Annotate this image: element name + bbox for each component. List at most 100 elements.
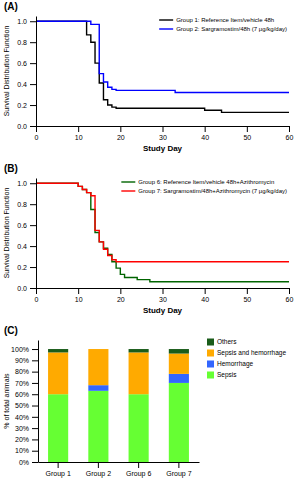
tick-label: 80% [15, 368, 29, 375]
legend-label: Group 1: Reference Item/vehicle 48h [176, 17, 274, 23]
tick-label: 90% [15, 357, 29, 364]
x-axis: 0102030405060 [35, 126, 294, 141]
bar-segment [169, 349, 189, 354]
legend-swatch [207, 372, 214, 379]
tick: 0.2 [17, 264, 36, 271]
tick-label: 0.8 [17, 39, 27, 46]
tick: 0.8 [17, 39, 36, 46]
tick-label: Group 7 [166, 470, 191, 478]
tick-label: 0.0 [17, 285, 27, 292]
tick-label: 0.2 [17, 102, 27, 109]
tick: 1.0 [17, 18, 36, 25]
tick-label: 40 [201, 134, 209, 141]
tick-label: 1.0 [17, 180, 27, 187]
survival-line [36, 21, 289, 92]
tick: 40 [201, 288, 209, 303]
tick-mark [178, 462, 179, 468]
tick-label: 0.4 [17, 243, 27, 250]
tick-label: 70% [15, 380, 29, 387]
tick-mark [32, 439, 38, 440]
tick-mark [30, 105, 36, 106]
tick-label: 20 [117, 134, 125, 141]
legend-item: Group 1: Reference Item/vehicle 48h [159, 17, 274, 23]
tick: 60% [15, 391, 38, 398]
tick-label: 50 [243, 134, 251, 141]
tick-mark [36, 288, 37, 294]
tick-mark [30, 267, 36, 268]
tick-label: 1.0 [17, 18, 27, 25]
tick-label: Group 2 [86, 470, 111, 478]
legend-label: Sepsis [217, 371, 237, 379]
panel: 01020304050600.00.20.40.60.81.0Study Day… [3, 1, 293, 153]
tick-mark [138, 462, 139, 468]
legend-item: Others [207, 338, 237, 345]
tick: 30 [159, 126, 167, 141]
tick-label: 0.4 [17, 81, 27, 88]
legend: Group 1: Reference Item/vehicle 48hGroup… [159, 17, 287, 32]
survival-line [36, 183, 289, 262]
legend-label: Group 6: Reference Item/vehicle 48h+Azit… [138, 179, 274, 185]
tick-mark [78, 126, 79, 132]
tick-label: 30% [15, 425, 29, 432]
legend-item: Hemorrhage [207, 360, 254, 368]
y-axis-line [36, 179, 37, 289]
tick: 0.4 [17, 81, 36, 88]
panel: 01020304050600.00.20.40.60.81.0Study Day… [3, 163, 293, 315]
x-axis: 0102030405060 [35, 288, 294, 303]
tick: 0.6 [17, 60, 36, 67]
tick-label: 50% [15, 402, 29, 409]
tick-label: Group 6 [126, 470, 151, 478]
panel-label: (A) [4, 1, 18, 12]
legend-swatch [121, 190, 135, 191]
tick-mark [32, 428, 38, 429]
tick-mark [30, 204, 36, 205]
bar-segment [88, 391, 108, 462]
tick: 0% [19, 459, 38, 466]
tick: 100% [11, 346, 38, 353]
tick-label: 0% [19, 459, 29, 466]
tick: 20 [117, 288, 125, 303]
panel-label: (C) [4, 325, 18, 336]
y-axis: 0.0 0.2 0.4 0.6 0.8 1.0 [17, 179, 36, 292]
tick-label: 0.8 [17, 201, 27, 208]
tick-label: 20 [117, 296, 125, 303]
tick: Group 6 [126, 462, 151, 478]
legend-label: Sepsis and hemorrhage [217, 349, 286, 357]
tick-label: 0.2 [17, 264, 27, 271]
tick: 0.6 [17, 222, 36, 229]
bar-segment [48, 352, 68, 394]
x-axis: Group 1Group 2Group 6Group 7 [39, 462, 200, 478]
tick: 1.0 [17, 180, 36, 187]
bar-segment [48, 349, 68, 352]
tick-mark [32, 462, 38, 463]
tick: 60 [286, 126, 294, 141]
y-axis-title: Survival Distribution Function [3, 188, 10, 279]
tick: 70% [15, 380, 38, 387]
tick-mark [163, 288, 164, 294]
tick-label: 60 [286, 134, 294, 141]
tick-mark [36, 126, 37, 132]
tick: 10 [75, 288, 83, 303]
tick-label: 100% [11, 346, 29, 353]
tick: 50 [243, 126, 251, 141]
plot-area [36, 21, 289, 112]
tick-mark [58, 462, 59, 468]
tick: 30 [159, 288, 167, 303]
plot-area [36, 183, 289, 281]
tick-mark [30, 183, 36, 184]
tick-mark [289, 126, 290, 132]
legend-swatch [207, 350, 214, 357]
bar-segment [129, 352, 149, 394]
tick-label: 10% [15, 447, 29, 454]
bar-segment [169, 354, 189, 374]
legend-item: Sepsis and hemorrhage [207, 349, 286, 357]
tick: 0 [35, 126, 39, 141]
bar-segment [88, 349, 108, 350]
tick-mark [163, 126, 164, 132]
bar-segment [169, 383, 189, 462]
tick-mark [32, 451, 38, 452]
legend-label: Group 7: Sargramostim/48h+Azithromycin (… [138, 188, 287, 194]
tick: 0.8 [17, 201, 36, 208]
tick-mark [30, 84, 36, 85]
tick-mark [120, 126, 121, 132]
